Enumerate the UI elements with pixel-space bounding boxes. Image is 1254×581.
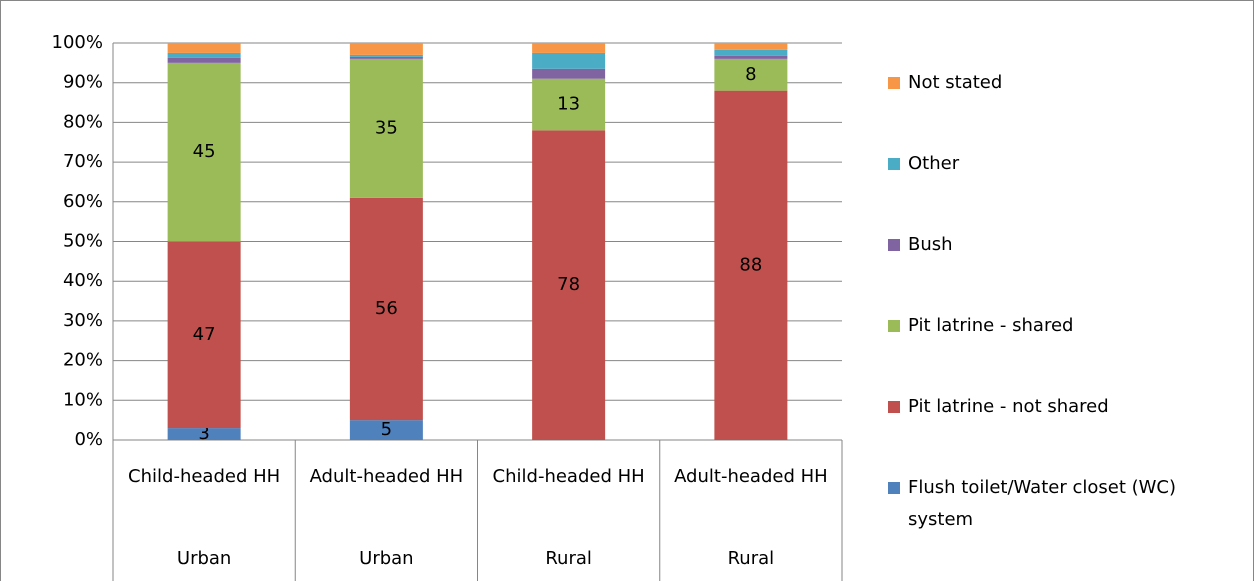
- bar-segment: [714, 49, 788, 56]
- legend-swatch: [888, 77, 900, 89]
- legend-swatch: [888, 239, 900, 251]
- bar-segment: [167, 43, 241, 53]
- y-tick-label: 50%: [63, 231, 103, 252]
- bar-segment: [349, 420, 423, 440]
- x-group-label: Urban: [177, 548, 231, 569]
- bar-segment: [349, 58, 423, 198]
- y-tick-label: 60%: [63, 191, 103, 212]
- data-label: 88: [739, 254, 762, 275]
- y-tick-label: 70%: [63, 151, 103, 172]
- bar-segment: [167, 52, 241, 58]
- legend-label: Pit latrine - shared: [908, 315, 1073, 336]
- bar-segment: [349, 197, 423, 421]
- y-tick-label: 0%: [74, 429, 103, 450]
- legend-label: Flush toilet/Water closet (WC) system: [908, 477, 1176, 530]
- bar-segment: [714, 58, 788, 91]
- bar-segment: [349, 54, 423, 57]
- legend-swatch: [888, 320, 900, 332]
- bar-segment: [167, 62, 241, 242]
- data-label: 45: [193, 141, 216, 162]
- legend-label: Bush: [908, 234, 953, 255]
- y-tick-label: 20%: [63, 350, 103, 371]
- x-tick-label: Adult-headed HH: [310, 466, 464, 487]
- bar-segment: [532, 130, 606, 440]
- bar-segment: [714, 90, 788, 440]
- bar-segment: [532, 52, 606, 69]
- bar-segment: [167, 241, 241, 429]
- data-label: 5: [381, 419, 392, 440]
- data-label: 35: [375, 117, 398, 138]
- y-tick-label: 80%: [63, 111, 103, 132]
- data-label: 3: [198, 423, 209, 444]
- bar-segment: [714, 55, 788, 59]
- x-group-label: Rural: [545, 548, 592, 569]
- y-tick-label: 40%: [63, 270, 103, 291]
- data-label: 13: [557, 94, 580, 115]
- bar-segment: [532, 78, 606, 131]
- y-tick-label: 30%: [63, 310, 103, 331]
- legend-label: Other: [908, 153, 960, 174]
- x-tick-label: Child-headed HH: [493, 466, 645, 487]
- legend-swatch: [888, 401, 900, 413]
- legend-swatch: [888, 482, 900, 494]
- bar-segment: [349, 56, 423, 59]
- bar-segment: [532, 68, 606, 79]
- y-tick-label: 100%: [52, 32, 103, 53]
- bar-segment: [714, 43, 788, 50]
- legend-swatch: [888, 158, 900, 170]
- bar-segment: [532, 43, 606, 53]
- x-group-label: Urban: [359, 548, 413, 569]
- x-tick-label: Adult-headed HH: [674, 466, 828, 487]
- data-label: 47: [193, 324, 216, 345]
- x-group-label: Rural: [728, 548, 775, 569]
- legend-label: Not stated: [908, 72, 1002, 93]
- data-label: 78: [557, 274, 580, 295]
- data-label: 56: [375, 298, 398, 319]
- x-tick-label: Child-headed HH: [128, 466, 280, 487]
- bar-segment: [349, 43, 423, 55]
- data-label: 8: [745, 64, 756, 85]
- y-tick-label: 10%: [63, 389, 103, 410]
- bar-segment: [167, 57, 241, 63]
- y-tick-label: 90%: [63, 72, 103, 93]
- bar-segment: [167, 428, 241, 440]
- legend-label: Pit latrine - not shared: [908, 396, 1109, 417]
